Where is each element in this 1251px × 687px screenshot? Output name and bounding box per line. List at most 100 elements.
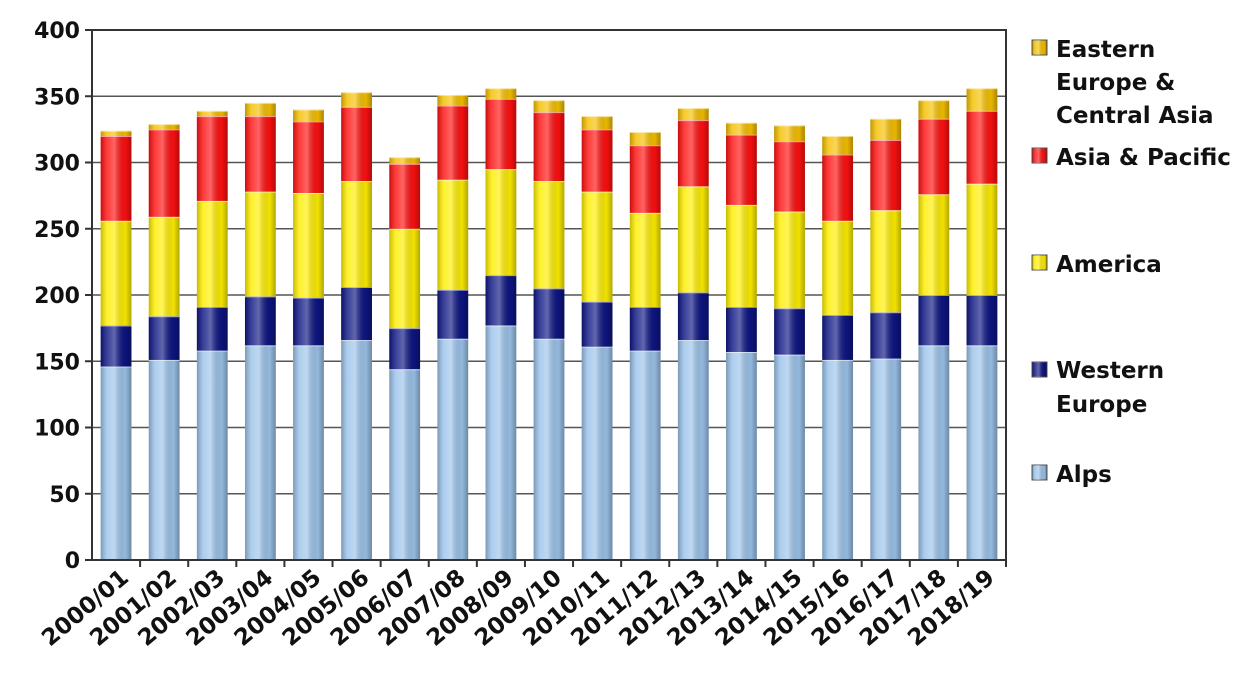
bar-shading [966, 295, 998, 346]
bar-stack [870, 117, 902, 560]
bars [100, 87, 998, 560]
bar-stack [581, 115, 613, 560]
bar-shading [389, 157, 421, 164]
bar-shading [774, 308, 805, 355]
legend-item: America [1031, 252, 1162, 278]
bar-stack [341, 91, 372, 560]
bar-shading [244, 116, 276, 192]
bar-shading [148, 316, 180, 360]
bar-shading [533, 338, 565, 560]
bar-shading [437, 94, 469, 106]
bar-shading [870, 358, 902, 560]
bar-stack [244, 101, 276, 560]
bar-shading [870, 118, 902, 140]
bar-stack [485, 87, 517, 560]
legend-label: America [1056, 252, 1162, 278]
bar-shading [341, 287, 372, 341]
bar-shading [870, 312, 902, 359]
bar-shading [100, 325, 132, 367]
bar-shading [966, 345, 998, 560]
bar-shading [485, 325, 517, 560]
bar-shading [629, 132, 661, 146]
bar-stack [726, 121, 757, 560]
bar-stack [629, 131, 661, 560]
legend-label: Central Asia [1056, 103, 1214, 129]
bar-shading [389, 228, 421, 329]
bar-shading [726, 306, 757, 352]
y-tick-label: 400 [34, 19, 80, 44]
legend-label: Eastern [1056, 37, 1155, 63]
bar-shading [918, 295, 950, 346]
bar-shading [100, 366, 132, 560]
bar-shading [389, 328, 421, 370]
bar-shading [389, 163, 421, 229]
bar-shading [629, 350, 661, 560]
bar-shading [341, 92, 372, 107]
legend-item: Western Europe [1031, 358, 1164, 418]
bar-stack [966, 87, 998, 560]
bar-shading [148, 129, 180, 217]
bar-shading [870, 210, 902, 313]
bar-shading [293, 109, 324, 122]
bar-shading [533, 181, 565, 289]
bar-shading [774, 354, 805, 560]
bar-shading [918, 345, 950, 560]
bar-shading [293, 297, 324, 346]
bar-shading [581, 301, 613, 347]
bar-shading [148, 216, 180, 317]
bar-shading [677, 108, 709, 121]
bar-shading [293, 345, 324, 560]
bar-shading [822, 314, 854, 360]
bar-shading [966, 88, 998, 111]
bar-shading [870, 139, 902, 211]
bar-shading [341, 340, 372, 560]
legend-item: Alps [1031, 462, 1112, 488]
bar-shading [485, 98, 517, 170]
bar-stack [196, 109, 228, 560]
bar-shading [918, 100, 950, 119]
bar-shading [437, 179, 469, 290]
bar-shading [966, 110, 998, 184]
legend-swatch-shading [1032, 362, 1047, 377]
bar-shading [533, 288, 565, 339]
bar-shading [148, 359, 180, 560]
bar-shading [437, 105, 469, 180]
bar-shading [196, 306, 228, 351]
bar-shading [389, 369, 421, 560]
bar-shading [581, 191, 613, 302]
bar-stack [389, 156, 421, 560]
bar-stack [100, 129, 132, 560]
legend-swatch-shading [1032, 465, 1047, 480]
y-tick-label: 300 [34, 152, 80, 177]
bar-stack [148, 123, 180, 560]
bar-shading [581, 129, 613, 192]
bar-shading [100, 220, 132, 326]
bar-shading [485, 275, 517, 326]
bar-stack [533, 99, 565, 560]
bar-shading [918, 118, 950, 195]
bar-shading [822, 220, 854, 315]
bar-shading [774, 125, 805, 142]
bar-shading [629, 212, 661, 307]
legend-label: Asia & Pacific [1056, 145, 1231, 171]
bar-shading [966, 183, 998, 295]
bar-shading [485, 169, 517, 276]
x-axis-ticks: 2000/012001/022002/032003/042004/052005/… [37, 560, 1007, 652]
bar-shading [581, 346, 613, 560]
y-tick-label: 350 [34, 85, 80, 110]
bar-shading [726, 204, 757, 307]
legend-label: Europe & [1056, 70, 1175, 96]
bar-shading [437, 338, 469, 560]
bar-shading [437, 289, 469, 339]
bar-shading [100, 136, 132, 221]
bar-shading [341, 106, 372, 182]
legend-item: Asia & Pacific [1031, 145, 1231, 171]
bar-shading [822, 359, 854, 560]
bar-shading [293, 121, 324, 193]
bar-shading [677, 340, 709, 560]
bar-shading [581, 116, 613, 130]
y-tick-label: 250 [34, 218, 80, 243]
bar-shading [726, 122, 757, 135]
legend-label: Western [1056, 358, 1164, 384]
